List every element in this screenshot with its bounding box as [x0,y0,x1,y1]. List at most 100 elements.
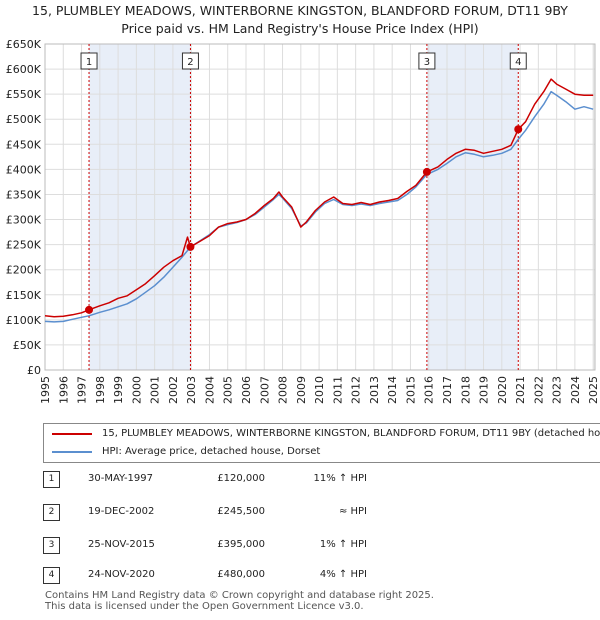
x-tick-label: 2013 [368,376,381,404]
sale-marker-point [186,242,195,251]
sale-marker-point [514,125,523,134]
sale-price: £395,000 [217,539,265,550]
x-tick-label: 2025 [587,376,600,404]
x-tick-label: 2014 [386,376,399,404]
sale-hpi-comparison: ≈ HPI [338,506,367,517]
sale-number-badge: 4 [43,567,60,584]
x-tick-label: 1997 [76,376,89,404]
sale-marker-label: 2 [187,57,193,68]
x-tick-label: 2004 [203,376,216,404]
x-tick-label: 2011 [331,376,344,404]
legend-swatch-hpi [52,451,92,453]
x-tick-label: 1998 [94,376,107,404]
price-chart: £0 £50K £100K £150K £200K £250K £300K £350K £400… [6,38,600,404]
legend-label-hpi: HPI: Average price, detached house, Dors… [102,446,321,457]
y-tick-label: £450K [6,138,42,151]
y-tick-label: £550K [6,88,42,101]
chart-axes: £0 £50K £100K £150K £200K £250K £300K £350K £400… [6,38,600,404]
x-tick-label: 2021 [514,376,527,404]
sale-date: 25-NOV-2015 [88,539,155,550]
chart-series [44,78,594,323]
sale-hpi-comparison: 11% ↑ HPI [313,473,367,484]
y-tick-label: £200K [6,264,42,277]
x-tick-label: 2010 [313,376,326,404]
legend-item-hpi: HPI: Average price, detached house, Dors… [44,444,600,460]
x-tick-label: 2005 [222,376,235,404]
y-tick-label: £150K [6,289,42,302]
series-line-hpi [44,90,594,323]
shaded-range [426,44,519,370]
sale-row: 1 30-MAY-1997 £120,000 11% ↑ HPI [43,470,583,488]
y-tick-label: £250K [6,239,42,252]
y-tick-label: £100K [6,314,42,327]
chart-title: 15, PLUMBLEY MEADOWS, WINTERBORNE KINGST… [0,2,600,38]
x-tick-label: 2023 [551,376,564,404]
y-tick-label: £650K [6,38,42,51]
sale-date: 24-NOV-2020 [88,569,155,580]
sale-marker-point [85,305,94,314]
sale-price: £120,000 [217,473,265,484]
sale-number-badge: 3 [43,537,60,554]
legend-item-property: 15, PLUMBLEY MEADOWS, WINTERBORNE KINGST… [44,426,600,442]
x-tick-label: 2006 [240,376,253,404]
sale-marker-box [418,52,436,70]
sale-hpi-comparison: 4% ↑ HPI [319,569,367,580]
plot-frame [44,43,596,371]
x-tick-label: 2024 [569,376,582,404]
sale-marker-box [181,52,199,70]
x-tick-label: 2008 [277,376,290,404]
chart-legend: 15, PLUMBLEY MEADOWS, WINTERBORNE KINGST… [43,423,600,463]
sale-marker-label: 3 [424,57,430,68]
shaded-range [89,44,191,370]
sale-price: £480,000 [217,569,265,580]
sale-price: £245,500 [217,506,265,517]
y-tick-label: £500K [6,113,42,126]
y-tick-label: £400K [6,163,42,176]
sale-row: 3 25-NOV-2015 £395,000 1% ↑ HPI [43,536,583,554]
sale-date: 30-MAY-1997 [88,473,154,484]
x-tick-label: 2016 [423,376,436,404]
y-tick-label: £350K [6,188,42,201]
x-tick-label: 2018 [459,376,472,404]
x-tick-label: 2009 [295,376,308,404]
sale-number-badge: 2 [43,504,60,521]
x-tick-label: 2022 [532,376,545,404]
sale-marker-label: 1 [86,57,92,68]
x-tick-label: 2001 [149,376,162,404]
x-tick-label: 2002 [167,376,180,404]
x-tick-label: 1999 [112,376,125,404]
chart-title-line1: 15, PLUMBLEY MEADOWS, WINTERBORNE KINGST… [32,3,568,18]
x-tick-label: 2007 [258,376,271,404]
future-region [593,44,595,370]
series-line-property [44,78,594,318]
y-tick-label: £600K [6,63,42,76]
y-tick-label: £300K [6,214,42,227]
legend-label-property: 15, PLUMBLEY MEADOWS, WINTERBORNE KINGST… [102,428,600,439]
sale-marker-point [422,167,431,176]
sale-hpi-comparison: 1% ↑ HPI [319,539,367,550]
y-tick-label: £0 [27,364,41,377]
sale-row: 4 24-NOV-2020 £480,000 4% ↑ HPI [43,566,583,584]
x-tick-label: 2020 [496,376,509,404]
sale-number-badge: 1 [43,471,60,488]
x-tick-label: 2017 [441,376,454,404]
x-tick-label: 2015 [404,376,417,404]
chart-title-line2: Price paid vs. HM Land Registry's House … [121,21,479,36]
x-tick-label: 1995 [39,376,52,404]
sale-marker-box [80,52,98,70]
footer-licence: This data is licensed under the Open Gov… [45,601,364,612]
sale-date: 19-DEC-2002 [88,506,155,517]
x-tick-label: 2003 [185,376,198,404]
legend-swatch-property [52,433,92,435]
x-tick-label: 2019 [478,376,491,404]
footer: Contains HM Land Registry data © Crown c… [45,590,434,612]
x-tick-label: 1996 [57,376,70,404]
sale-marker-label: 4 [515,57,521,68]
sale-marker-box [509,52,527,70]
y-tick-label: £50K [13,339,42,352]
sale-markers: 1 2 3 4 [80,44,527,370]
sale-row: 2 19-DEC-2002 £245,500 ≈ HPI [43,503,583,521]
footer-copyright: Contains HM Land Registry data © Crown c… [45,590,434,601]
x-tick-label: 2000 [130,376,143,404]
x-tick-label: 2012 [350,376,363,404]
